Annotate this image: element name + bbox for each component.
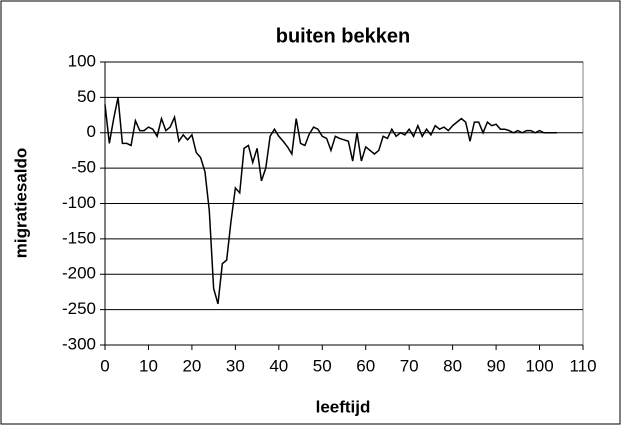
data-line [104, 97, 557, 305]
y-tick-label: -150 [62, 228, 96, 247]
x-tick-label: 50 [313, 356, 332, 375]
x-tick-label: 60 [356, 356, 375, 375]
y-tick-label: 0 [87, 122, 96, 141]
x-tick-label: 10 [139, 356, 158, 375]
x-tick-label: 100 [525, 356, 553, 375]
x-tick-label: 20 [182, 356, 201, 375]
y-tick-label: 100 [68, 51, 96, 70]
x-tick-label: 80 [443, 356, 462, 375]
x-tick-label: 70 [400, 356, 419, 375]
y-tick-label: -200 [62, 264, 96, 283]
y-tick-label: 50 [77, 87, 96, 106]
y-tick-label: -50 [71, 158, 96, 177]
y-tick-label: -250 [62, 299, 96, 318]
x-axis-title: leeftijd [316, 397, 371, 416]
y-tick-label: -300 [62, 334, 96, 353]
x-tick-label: 40 [269, 356, 288, 375]
x-tick-label: 0 [100, 356, 109, 375]
chart-title: buiten bekken [276, 25, 410, 47]
x-tick-label: 30 [226, 356, 245, 375]
y-axis-title: migratiesaldo [11, 148, 30, 259]
y-tick-label: -100 [62, 193, 96, 212]
x-tick-label: 110 [569, 356, 596, 375]
x-tick-label: 90 [487, 356, 506, 375]
